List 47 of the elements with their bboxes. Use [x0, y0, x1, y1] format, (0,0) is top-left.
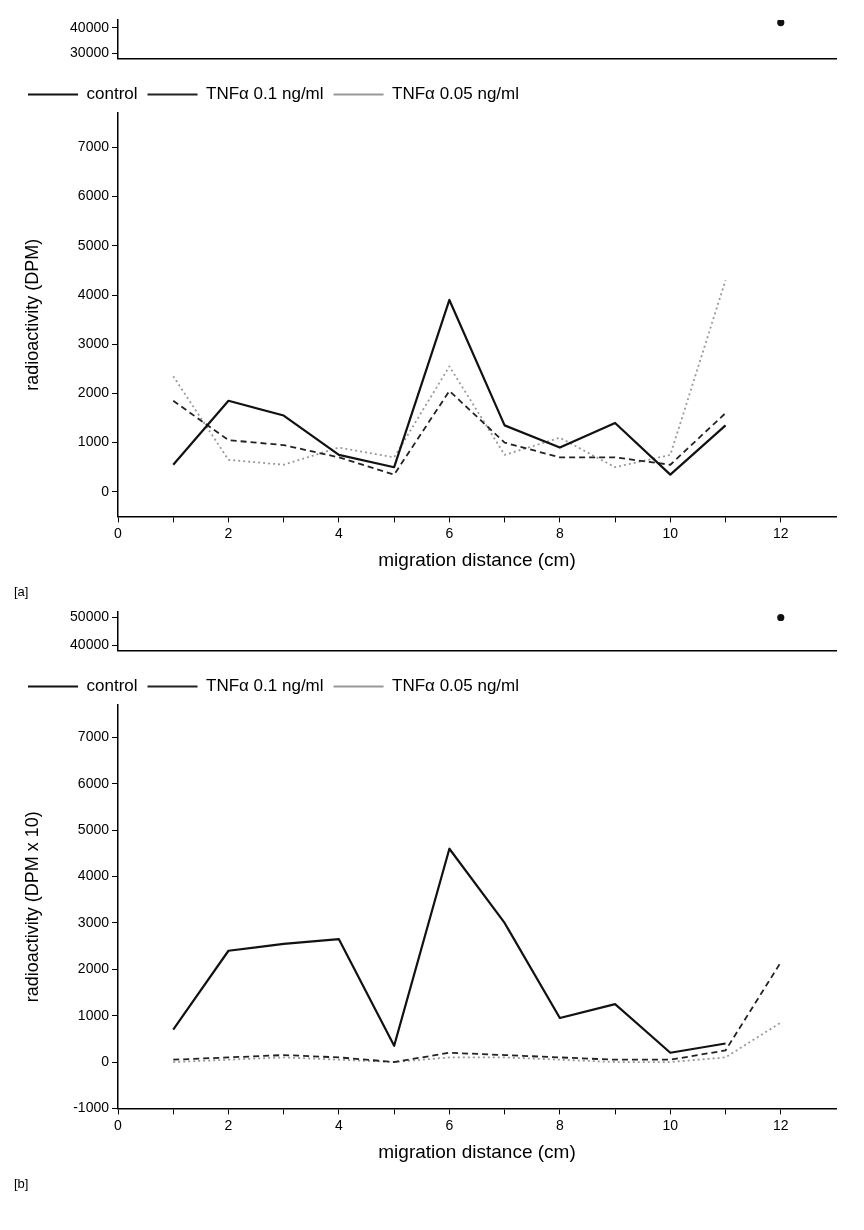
y-tick-label: 1000 — [77, 433, 110, 450]
y-axis-title: radioactivity (DPM x 10) — [21, 811, 42, 1003]
y-tick-label: 50000 — [70, 608, 110, 625]
x-tick-label: 4 — [335, 524, 344, 541]
x-tick-label: 6 — [445, 1116, 454, 1133]
legend-label: TNFα 0.1 ng/ml — [206, 676, 324, 696]
text: [a] — [14, 583, 29, 599]
x-tick-label: 4 — [335, 1116, 344, 1133]
x-tick-label: 10 — [662, 1116, 679, 1133]
x-tick-label: 12 — [772, 524, 789, 541]
legend-label: TNFα 0.1 ng/ml — [206, 84, 324, 104]
y-tick-label: 40000 — [70, 635, 110, 652]
x-tick-label: 0 — [114, 524, 123, 541]
y-tick-label: 6000 — [77, 187, 110, 204]
legend-label: TNFα 0.05 ng/ml — [392, 84, 520, 104]
y-tick-label: 6000 — [77, 774, 110, 791]
x-tick-label: 10 — [662, 524, 679, 541]
y-tick-label: 5000 — [77, 236, 110, 253]
text: [b] — [14, 1175, 29, 1191]
y-tick-label: 7000 — [77, 728, 110, 745]
x-tick-label: 12 — [772, 1116, 789, 1133]
y-tick-label: -1000 — [73, 1099, 110, 1116]
y-tick-label: 40000 — [70, 18, 110, 35]
y-tick-label: 2000 — [77, 384, 110, 401]
x-tick-label: 8 — [555, 524, 564, 541]
x-tick-label: 0 — [114, 1116, 123, 1133]
y-tick-label: 1000 — [77, 1006, 110, 1023]
y-tick-label: 4000 — [77, 867, 110, 884]
y-tick-label: 3000 — [77, 913, 110, 930]
x-tick-label: 6 — [445, 524, 454, 541]
x-tick-label: 2 — [224, 1116, 233, 1133]
legend-label: control — [86, 84, 138, 104]
y-tick-label: 30000 — [70, 44, 110, 61]
x-axis-title: migration distance (cm) — [378, 548, 576, 570]
y-tick-label: 0 — [101, 482, 110, 499]
legend-label: TNFα 0.05 ng/ml — [392, 676, 520, 696]
y-tick-label: 3000 — [77, 335, 110, 352]
y-tick-label: 0 — [101, 1052, 110, 1069]
legend-label: control — [86, 676, 138, 696]
y-tick-label: 2000 — [77, 960, 110, 977]
y-axis-title: radioactivity (DPM) — [21, 238, 42, 391]
x-tick-label: 8 — [555, 1116, 564, 1133]
y-tick-label: 5000 — [77, 821, 110, 838]
x-axis-title: migration distance (cm) — [378, 1140, 576, 1162]
y-tick-label: 7000 — [77, 138, 110, 155]
y-tick-label: 4000 — [77, 285, 110, 302]
x-tick-label: 2 — [224, 524, 233, 541]
